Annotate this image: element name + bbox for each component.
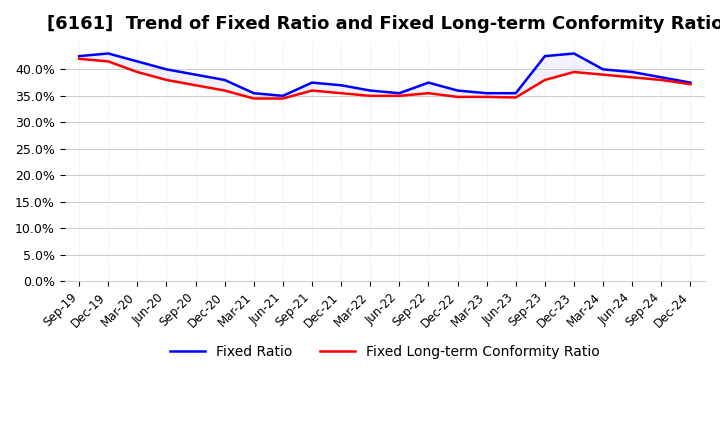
Fixed Long-term Conformity Ratio [337, 91, 346, 96]
Fixed Ratio [162, 67, 171, 72]
Fixed Long-term Conformity Ratio [250, 96, 258, 101]
Fixed Ratio [511, 91, 520, 96]
Fixed Ratio [279, 93, 287, 99]
Fixed Ratio [599, 67, 608, 72]
Fixed Ratio [395, 91, 404, 96]
Fixed Ratio [570, 51, 578, 56]
Fixed Ratio [424, 80, 433, 85]
Fixed Ratio [657, 75, 666, 80]
Fixed Ratio [104, 51, 112, 56]
Fixed Ratio [133, 59, 142, 64]
Fixed Ratio [628, 70, 636, 75]
Fixed Long-term Conformity Ratio [482, 94, 491, 99]
Fixed Long-term Conformity Ratio [686, 81, 695, 87]
Fixed Ratio [337, 83, 346, 88]
Fixed Long-term Conformity Ratio [599, 72, 608, 77]
Fixed Long-term Conformity Ratio [133, 70, 142, 75]
Fixed Ratio [454, 88, 462, 93]
Fixed Ratio [686, 80, 695, 85]
Fixed Long-term Conformity Ratio [628, 75, 636, 80]
Fixed Long-term Conformity Ratio [511, 95, 520, 100]
Fixed Long-term Conformity Ratio [162, 77, 171, 83]
Fixed Long-term Conformity Ratio [424, 91, 433, 96]
Fixed Long-term Conformity Ratio [75, 56, 84, 62]
Fixed Long-term Conformity Ratio [192, 83, 200, 88]
Fixed Long-term Conformity Ratio [541, 77, 549, 83]
Fixed Ratio [307, 80, 316, 85]
Fixed Ratio [250, 91, 258, 96]
Fixed Long-term Conformity Ratio [395, 93, 404, 99]
Line: Fixed Long-term Conformity Ratio: Fixed Long-term Conformity Ratio [79, 59, 690, 99]
Title: [6161]  Trend of Fixed Ratio and Fixed Long-term Conformity Ratio: [6161] Trend of Fixed Ratio and Fixed Lo… [47, 15, 720, 33]
Fixed Long-term Conformity Ratio [366, 93, 374, 99]
Fixed Long-term Conformity Ratio [104, 59, 112, 64]
Fixed Ratio [541, 54, 549, 59]
Legend: Fixed Ratio, Fixed Long-term Conformity Ratio: Fixed Ratio, Fixed Long-term Conformity … [164, 340, 605, 365]
Fixed Long-term Conformity Ratio [220, 88, 229, 93]
Fixed Ratio [75, 54, 84, 59]
Fixed Long-term Conformity Ratio [454, 94, 462, 99]
Fixed Long-term Conformity Ratio [570, 70, 578, 75]
Fixed Long-term Conformity Ratio [307, 88, 316, 93]
Fixed Ratio [482, 91, 491, 96]
Fixed Ratio [220, 77, 229, 83]
Fixed Ratio [366, 88, 374, 93]
Line: Fixed Ratio: Fixed Ratio [79, 54, 690, 96]
Fixed Long-term Conformity Ratio [279, 96, 287, 101]
Fixed Ratio [192, 72, 200, 77]
Fixed Long-term Conformity Ratio [657, 77, 666, 83]
